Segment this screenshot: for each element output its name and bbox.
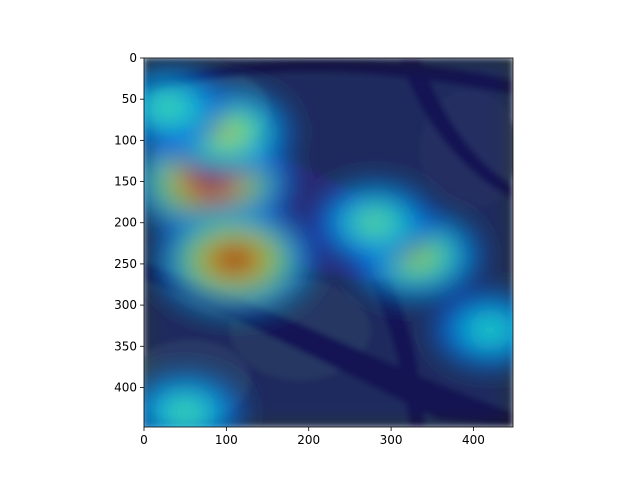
- x-tick-label: 400: [462, 433, 485, 447]
- x-tick-label: 100: [215, 433, 238, 447]
- y-tick-label: 250: [114, 257, 137, 271]
- y-tick-label: 300: [114, 298, 137, 312]
- hotspot-6-ring-5: [479, 322, 501, 338]
- y-tick-label: 400: [114, 380, 137, 394]
- heatmap-overlay: [144, 58, 513, 427]
- y-tick-label: 0: [129, 51, 137, 65]
- x-tick-label: 0: [140, 433, 148, 447]
- hotspot-5-ring-5: [157, 99, 180, 115]
- axes-frame: [143, 57, 514, 428]
- hotspot-1-ring-5: [219, 249, 250, 271]
- y-tick-label: 350: [114, 339, 137, 353]
- y-tick-label: 100: [114, 133, 137, 147]
- x-tick-label: 200: [297, 433, 320, 447]
- y-tick-label: 50: [122, 92, 137, 106]
- x-tick-label: 300: [380, 433, 403, 447]
- y-tick-label: 200: [114, 216, 137, 230]
- y-tick-label: 150: [114, 175, 137, 189]
- y-axis: 0 50 100 150 200 250 300 350 400: [114, 51, 144, 394]
- x-axis: 0 100 200 300 400: [140, 427, 485, 447]
- hotspot-4-ring-5: [363, 215, 386, 231]
- hotspot-7-ring-5: [174, 404, 197, 420]
